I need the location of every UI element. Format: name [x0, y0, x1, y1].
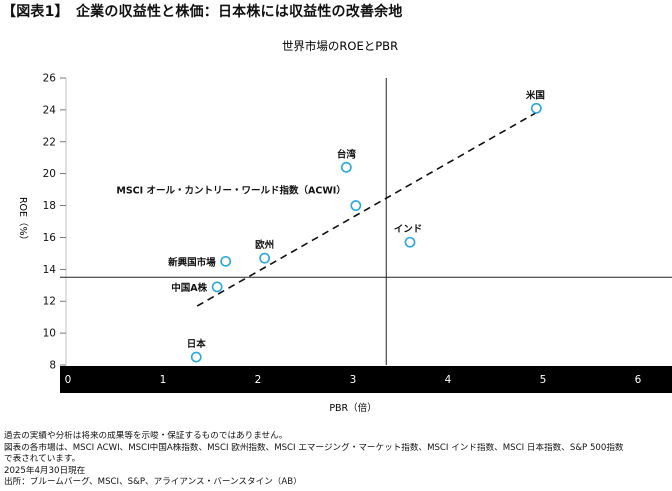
point-label: 台湾 [337, 148, 357, 160]
x-tick-label: 6 [635, 374, 642, 386]
y-axis-title: ROE（%） [17, 197, 29, 245]
trendline [196, 109, 542, 307]
y-tick-label: 12 [43, 296, 56, 308]
point-label: 米国 [525, 89, 545, 101]
data-point [530, 102, 542, 114]
data-point [340, 161, 352, 173]
x-tick-label: 2 [255, 374, 262, 386]
data-points [190, 102, 542, 363]
x-tick-label: 3 [350, 374, 357, 386]
y-tick-label: 16 [43, 232, 57, 244]
scatter-chart: 世界市場のROEとPBR ROE（%） 8101214161820222426 … [17, 39, 672, 414]
data-point [404, 236, 416, 248]
x-tick-label: 5 [540, 374, 547, 386]
data-point [220, 255, 232, 267]
data-point [211, 281, 223, 293]
figure-heading: 【図表1】 企業の収益性と株価：日本株には収益性の改善余地 [2, 4, 403, 20]
reference-lines [60, 78, 672, 365]
x-axis-band [60, 366, 672, 393]
footnote-line: で表されています。 [4, 454, 81, 465]
chart-title: 世界市場のROEとPBR [282, 39, 398, 53]
y-axis-ticks: 8 10 12 14 16 18 20 22 24 26 [43, 73, 67, 372]
y-tick-label: 8 [49, 360, 56, 372]
x-tick-label: 0 [65, 374, 72, 386]
x-axis-ticks: 0 1 2 3 4 5 6 [65, 374, 642, 386]
point-label: 中国A株 [171, 282, 207, 294]
trendline-path [196, 109, 542, 307]
x-tick-label: 1 [160, 374, 167, 386]
data-point [190, 351, 202, 363]
y-tick-label: 18 [43, 200, 56, 212]
footnote-line: 過去の実績や分析は将来の成果等を示唆・保証するものではありません。 [4, 431, 288, 441]
footnote-line: 2025年4月30日現在 [4, 465, 86, 476]
point-label: 欧州 [255, 239, 274, 251]
footnotes: 過去の実績や分析は将来の成果等を示唆・保証するものではありません。 図表の各市場… [4, 431, 672, 489]
data-point [259, 252, 271, 264]
y-tick-label: 20 [43, 168, 56, 180]
point-label: 日本 [187, 338, 207, 350]
point-label: インド [394, 224, 423, 235]
footnote-line: 図表の各市場は、MSCI ACWI、MSCI中国A株指数、MSCI 欧州指数、M… [4, 442, 624, 453]
y-tick-label: 24 [43, 104, 57, 116]
y-tick-label: 10 [43, 328, 56, 340]
x-axis-title: PBR（倍） [329, 402, 376, 414]
data-point [350, 200, 362, 211]
footnote-line: 出所：ブルームバーグ、MSCI、S&P、アライアンス・バーンスタイン（AB） [4, 477, 302, 488]
point-label: MSCI オール・カントリー・ワールド指数（ACWI） [116, 185, 345, 197]
point-label: 新興国市場 [168, 256, 216, 268]
y-tick-label: 22 [43, 136, 56, 148]
y-tick-label: 14 [43, 264, 57, 276]
x-tick-label: 4 [445, 374, 452, 386]
y-tick-label: 26 [43, 73, 57, 85]
